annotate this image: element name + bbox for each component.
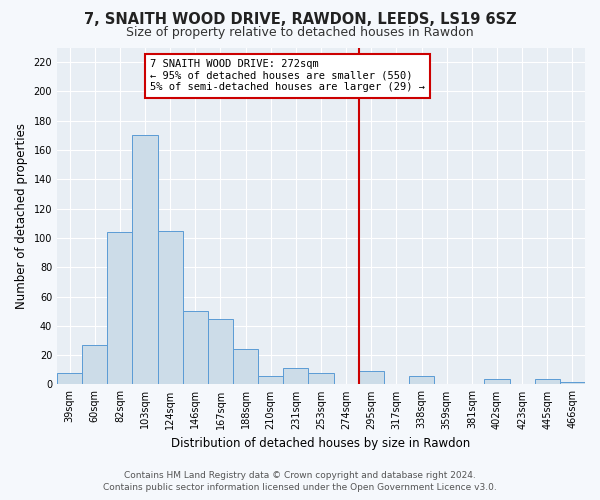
Bar [208, 318, 233, 384]
Bar [560, 382, 585, 384]
Text: Contains HM Land Registry data © Crown copyright and database right 2024.
Contai: Contains HM Land Registry data © Crown c… [103, 471, 497, 492]
Bar [484, 378, 509, 384]
Bar [283, 368, 308, 384]
Bar [158, 230, 183, 384]
Bar [82, 345, 107, 385]
Bar [409, 376, 434, 384]
X-axis label: Distribution of detached houses by size in Rawdon: Distribution of detached houses by size … [172, 437, 470, 450]
Text: 7 SNAITH WOOD DRIVE: 272sqm
← 95% of detached houses are smaller (550)
5% of sem: 7 SNAITH WOOD DRIVE: 272sqm ← 95% of det… [150, 59, 425, 92]
Text: 7, SNAITH WOOD DRIVE, RAWDON, LEEDS, LS19 6SZ: 7, SNAITH WOOD DRIVE, RAWDON, LEEDS, LS1… [83, 12, 517, 28]
Bar [535, 378, 560, 384]
Bar [359, 371, 384, 384]
Bar [233, 350, 258, 384]
Bar [133, 136, 158, 384]
Bar [107, 232, 133, 384]
Y-axis label: Number of detached properties: Number of detached properties [15, 123, 28, 309]
Bar [308, 372, 334, 384]
Bar [57, 372, 82, 384]
Bar [183, 311, 208, 384]
Text: Size of property relative to detached houses in Rawdon: Size of property relative to detached ho… [126, 26, 474, 39]
Bar [258, 376, 283, 384]
